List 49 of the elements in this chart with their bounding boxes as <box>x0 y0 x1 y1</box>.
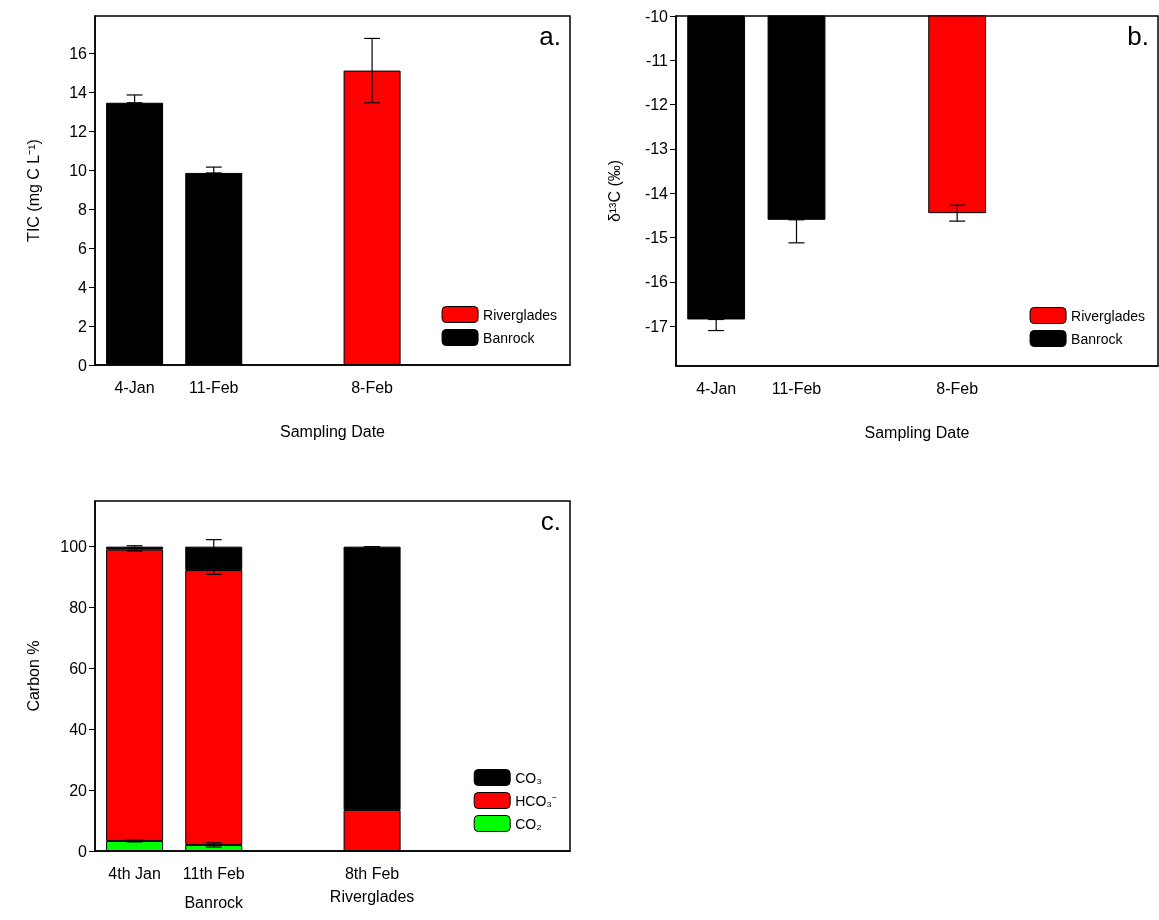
y-tick-label: 14 <box>69 83 88 101</box>
x-tick-label: 4th Jan <box>108 864 161 882</box>
y-tick-label: 0 <box>78 356 88 374</box>
y-tick-label: 0 <box>78 842 88 860</box>
y-tick-label: 12 <box>69 122 88 140</box>
y-axis-title: TIC (mg C L⁻¹) <box>24 139 42 242</box>
x-tick-label: 11th Feb <box>182 864 245 882</box>
x-tick-label: 4-Jan <box>114 378 155 396</box>
y-tick-label: -16 <box>644 273 669 291</box>
y-tick-label: 60 <box>69 659 88 677</box>
y-tick-label: 16 <box>69 44 88 62</box>
legend-label: CO₂ <box>515 815 542 832</box>
y-tick-label: 80 <box>69 599 88 617</box>
y-tick-label: 8 <box>78 200 88 218</box>
legend-label: Riverglades <box>483 306 558 323</box>
x-axis-title: Sampling Date <box>280 422 386 440</box>
y-tick-label: -11 <box>646 51 669 69</box>
legend-label: Banrock <box>1071 330 1124 347</box>
legend-label: HCO₃⁻ <box>515 792 557 809</box>
y-tick-label: 4 <box>78 278 88 296</box>
x-axis-title: Sampling Date <box>864 423 970 441</box>
y-axis-title: Carbon % <box>24 640 42 712</box>
y-tick-label: -13 <box>644 140 669 158</box>
y-tick-label: -10 <box>644 7 669 25</box>
x-tick-label: 4-Jan <box>696 379 737 397</box>
y-tick-label: 20 <box>69 781 88 799</box>
y-tick-label: 100 <box>60 538 88 556</box>
legend-label: Banrock <box>483 329 536 346</box>
y-tick-label: -12 <box>644 96 669 114</box>
legend-label: CO₃ <box>515 769 542 786</box>
text: Banrock <box>184 893 245 911</box>
y-tick-label: -17 <box>644 317 669 335</box>
chart-title: a. <box>539 21 561 51</box>
y-axis-title: δ¹³C (‰) <box>605 159 623 223</box>
y-tick-label: 10 <box>69 161 88 179</box>
x-tick-label: 8-Feb <box>936 379 979 397</box>
y-tick-label: 40 <box>69 720 88 738</box>
y-tick-label: 2 <box>78 317 88 335</box>
chart-title: b. <box>1127 21 1149 51</box>
y-tick-label: 6 <box>78 239 88 257</box>
y-tick-label: -14 <box>644 184 669 202</box>
chart-title: c. <box>540 506 562 536</box>
text: Riverglades <box>329 887 415 905</box>
y-tick-label: -15 <box>644 229 669 247</box>
x-tick-label: 8-Feb <box>351 378 394 396</box>
x-tick-label: 11-Feb <box>188 378 239 396</box>
x-tick-label: 11-Feb <box>771 379 822 397</box>
legend-label: Riverglades <box>1071 307 1146 324</box>
x-tick-label: 8th Feb <box>344 864 400 882</box>
